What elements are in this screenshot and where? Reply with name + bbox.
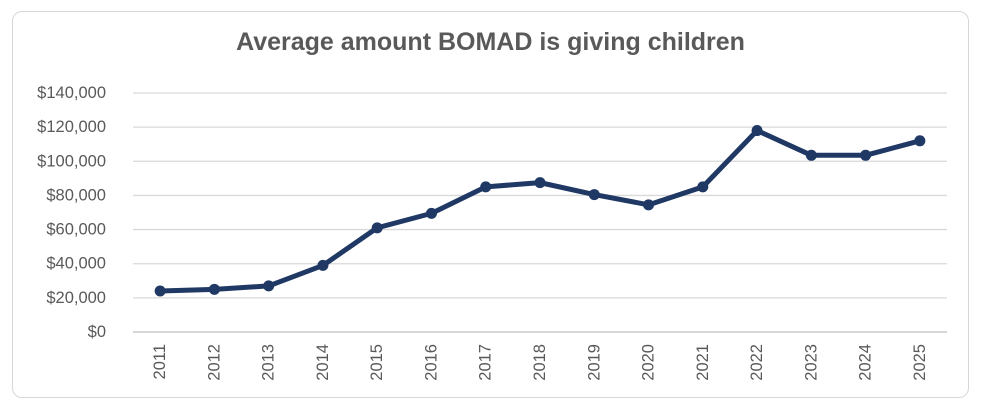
- x-tick-label: 2020: [640, 344, 658, 381]
- x-tick-label: 2014: [314, 344, 332, 381]
- y-tick-label: $60,000: [46, 221, 106, 239]
- data-point: [805, 149, 817, 161]
- y-tick-label: $140,000: [37, 84, 106, 102]
- chart-title: Average amount BOMAD is giving children: [236, 28, 745, 56]
- data-point: [534, 177, 546, 189]
- data-point: [643, 199, 655, 211]
- y-tick-label: $80,000: [46, 186, 106, 204]
- x-tick-label: 2023: [802, 344, 820, 381]
- data-point: [697, 181, 709, 193]
- y-tick-label: $120,000: [37, 118, 106, 136]
- x-tick-label: 2019: [585, 344, 603, 381]
- data-point: [317, 259, 329, 271]
- data-point: [588, 189, 600, 201]
- y-tick-label: $40,000: [46, 255, 106, 273]
- y-tick-label: $0: [88, 323, 106, 341]
- y-tick-label: $100,000: [37, 152, 106, 170]
- x-tick-label: 2021: [694, 344, 712, 381]
- x-tick-label: 2015: [368, 344, 386, 381]
- chart-card: Average amount BOMAD is giving children …: [12, 11, 969, 398]
- x-tick-label: 2013: [260, 344, 278, 381]
- x-tick-label: 2024: [857, 344, 875, 381]
- data-point: [914, 135, 926, 147]
- x-tick-label: 2017: [477, 344, 495, 381]
- y-tick-label: $20,000: [46, 289, 106, 307]
- x-tick-label: 2016: [422, 344, 440, 381]
- x-tick-label: 2025: [911, 344, 929, 381]
- x-tick-label: 2011: [151, 344, 169, 379]
- data-point: [751, 125, 763, 137]
- data-point: [425, 207, 437, 219]
- data-point: [480, 181, 492, 193]
- line-chart: $0 $20,000 $40,000 $60,000 $80,000 $100,000 $1…: [37, 84, 947, 381]
- x-tick-label: 2012: [205, 344, 223, 381]
- data-point: [154, 285, 166, 297]
- x-tick-label: 2018: [531, 344, 549, 381]
- x-tick-label: 2022: [748, 344, 766, 381]
- data-point: [860, 149, 872, 161]
- data-point: [208, 283, 220, 295]
- data-point: [263, 280, 275, 292]
- data-point: [371, 222, 383, 234]
